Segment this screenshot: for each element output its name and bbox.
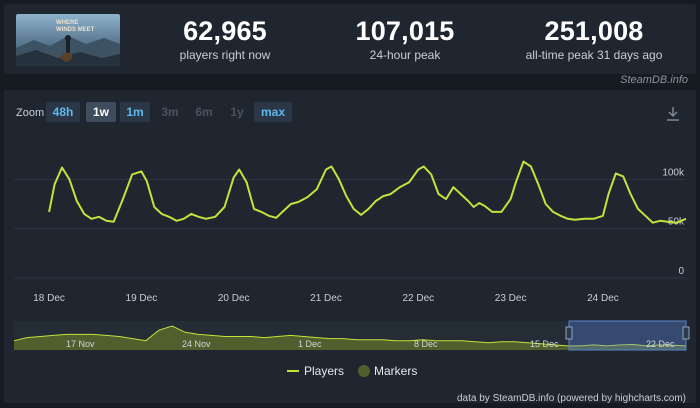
x-tick-label: 19 Dec [126,293,158,304]
zoom-1m-button[interactable]: 1m [120,102,150,122]
stats-card: WHERE WINDS MEET 62,965 players right no… [4,4,696,74]
chart-footer-credit[interactable]: data by SteamDB.info (powered by highcha… [457,393,686,404]
legend-markers-swatch [358,365,370,377]
zoom-3m-button: 3m [161,105,179,119]
game-thumbnail[interactable]: WHERE WINDS MEET [16,14,120,66]
players-series-line [48,160,687,224]
navigator-right-handle[interactable] [682,326,690,340]
all-time-peak-value: 251,008 [544,16,644,46]
zoom-6m-button: 6m [195,105,213,119]
x-tick-label: 21 Dec [310,293,342,304]
legend-markers-label[interactable]: Markers [374,364,417,378]
peak-24h-value: 107,015 [355,16,455,46]
svg-text:WHERE: WHERE [56,20,78,26]
game-thumbnail-image: WHERE WINDS MEET [16,14,120,66]
legend: Players Markers [287,364,417,378]
zoom-max-button[interactable]: max [254,102,292,122]
zoom-48h-button[interactable]: 48h [46,102,80,122]
legend-players-label[interactable]: Players [304,364,344,378]
current-players-value: 62,965 [183,16,267,46]
peak-24h-label: 24-hour peak [369,48,441,62]
x-tick-label: 22 Dec [402,293,434,304]
y-tick-label: 100k [662,167,685,178]
y-tick-label: 0 [678,266,684,277]
peak-24h-stat: 107,015 24-hour peak [338,16,472,62]
x-tick-label: 18 Dec [33,293,65,304]
svg-text:WINDS MEET: WINDS MEET [56,27,95,33]
x-tick-label: 20 Dec [218,293,250,304]
navigator-date-label: 15 Dec [530,339,559,349]
current-players-label: players right now [179,48,271,62]
player-chart-card: Zoom 48h 1w 1m 3m 6m 1y max 0 50k 100k 18 … [4,90,696,403]
download-icon[interactable] [666,106,680,122]
all-time-peak-stat: 251,008 all-time peak 31 days ago [524,16,664,62]
current-players-stat: 62,965 players right now [155,16,295,62]
steamdb-credit[interactable]: SteamDB.info [620,74,688,86]
navigator-date-label: 24 Nov [182,339,211,349]
zoom-1y-button: 1y [230,105,244,119]
zoom-label: Zoom [16,107,45,119]
x-tick-label: 24 Dec [587,293,619,304]
zoom-1w-button[interactable]: 1w [86,102,116,122]
x-tick-label: 23 Dec [495,293,527,304]
navigator-date-label: 8 Dec [414,339,438,349]
all-time-peak-label: all-time peak 31 days ago [525,48,663,62]
navigator[interactable]: 17 Nov 24 Nov 1 Dec 8 Dec 15 Dec 22 Dec [13,320,690,351]
navigator-series [14,326,686,350]
navigator-series-line [13,325,687,347]
navigator-date-label: 22 Dec [646,339,675,349]
navigator-date-label: 1 Dec [298,339,322,349]
navigator-date-label: 17 Nov [66,339,95,349]
navigator-left-handle[interactable] [565,326,573,340]
